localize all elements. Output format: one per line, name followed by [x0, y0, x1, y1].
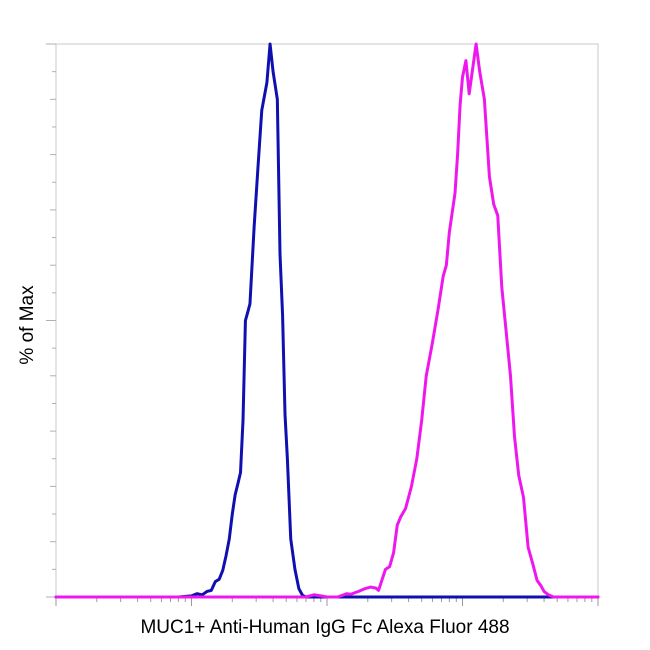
axis-ticks-group — [46, 43, 599, 606]
plot-frame-group — [55, 43, 599, 598]
y-axis-title: % of Max — [17, 285, 38, 365]
histogram-series-line-2 — [54, 42, 600, 599]
series-group — [54, 42, 600, 599]
histogram-series-line-1 — [54, 42, 600, 599]
x-axis-title: MUC1+ Anti-Human IgG Fc Alexa Fluor 488 — [140, 617, 509, 638]
plot-frame — [55, 43, 599, 598]
